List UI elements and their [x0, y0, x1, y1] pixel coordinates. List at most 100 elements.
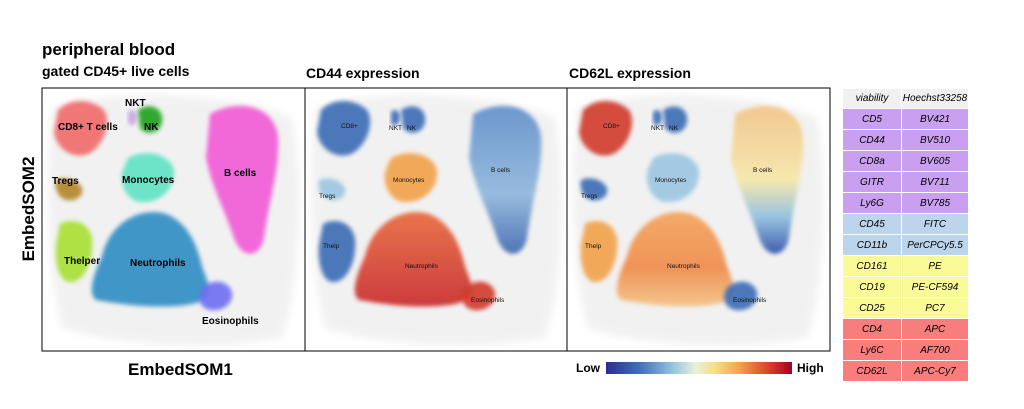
- expression-monocytes: [646, 153, 700, 203]
- cluster-label: Thelper: [64, 256, 100, 267]
- cluster-monocytes: [121, 153, 175, 203]
- panel-cd62l-points: CD8+ NKT NK Monocytes Tregs B cells Thelp Neutr…: [579, 100, 804, 311]
- cluster-thelper: [55, 220, 93, 283]
- cluster-label: Neutrophils: [405, 263, 439, 270]
- expression-cd8-: [579, 100, 633, 156]
- fluorochrome-cell: BV421: [901, 108, 969, 130]
- expression-monocytes: [384, 153, 438, 203]
- marker-cell: CD11b: [842, 234, 902, 256]
- table-row: CD19 PE-CF594: [842, 276, 969, 298]
- cluster-b-cells: [206, 105, 279, 254]
- fluorochrome-cell: PC7: [901, 297, 969, 319]
- fluorochrome-cell: BV711: [901, 171, 969, 193]
- table-header-marker: viability: [842, 88, 902, 109]
- table-row: CD5 BV421: [842, 108, 969, 130]
- panel-cd44-points: CD8+ NKT NK Monocytes Tregs B cells Thelp Neutr…: [317, 100, 542, 311]
- cluster-label: Tregs: [52, 176, 79, 187]
- marker-cell: Ly6C: [842, 339, 902, 361]
- cluster-neutrophils: [91, 212, 209, 307]
- expression-eosinophils: [724, 281, 758, 311]
- expression-nk: [401, 106, 426, 133]
- cluster-label: Thelp: [323, 243, 340, 250]
- marker-cell: CD5: [842, 108, 902, 130]
- cluster-label: Monocytes: [393, 177, 425, 184]
- cluster-label: Eosinophils: [733, 297, 767, 304]
- cluster-cd8-: [54, 100, 108, 156]
- expression-tregs: [318, 178, 346, 201]
- expression-thelper: [580, 220, 618, 283]
- fluorochrome-cell: APC-Cy7: [901, 360, 969, 382]
- table-row: CD8a BV605: [842, 150, 969, 172]
- table-row: CD161 PE: [842, 255, 969, 277]
- panel-clusters-points: NKT CD8+ T cells NK B cells Monocytes Tregs Th…: [52, 98, 279, 327]
- legend-high-label: High: [797, 361, 824, 375]
- marker-cell: CD62L: [842, 360, 902, 382]
- cluster-eosinophils: [199, 281, 233, 311]
- cluster-label: Thelp: [585, 243, 602, 250]
- table-row: Ly6C AF700: [842, 339, 969, 361]
- cluster-label: Monocytes: [122, 175, 175, 186]
- cluster-label: NK: [407, 125, 417, 132]
- table-row: CD25 PC7: [842, 297, 969, 319]
- cluster-label: Eosinophils: [471, 297, 505, 304]
- cluster-label: Tregs: [319, 193, 336, 200]
- cluster-label: NKT: [651, 125, 664, 132]
- cluster-label: NKT: [125, 98, 146, 109]
- fluorochrome-cell: AF700: [901, 339, 969, 361]
- cluster-label: CD8+: [603, 123, 620, 130]
- expression-tregs: [580, 178, 608, 201]
- marker-cell: CD161: [842, 255, 902, 277]
- fluorochrome-cell: BV605: [901, 150, 969, 172]
- cluster-label: B cells: [753, 167, 773, 174]
- table-row: CD44 BV510: [842, 129, 969, 151]
- cluster-label: CD8+ T cells: [58, 122, 118, 133]
- expression-cd8-: [317, 100, 371, 156]
- expression-neutrophils: [616, 212, 734, 307]
- fluorochrome-cell: APC: [901, 318, 969, 340]
- table-row: CD4 APC: [842, 318, 969, 340]
- fluorochrome-cell: FITC: [901, 213, 969, 235]
- expression-b-cells: [731, 105, 804, 254]
- panel-title-cd44: CD44 expression: [306, 65, 420, 81]
- cluster-nk: [138, 106, 163, 133]
- marker-cell: CD25: [842, 297, 902, 319]
- marker-cell: CD19: [842, 276, 902, 298]
- cluster-label: NK: [144, 122, 159, 133]
- x-axis-label: EmbedSOM1: [128, 360, 233, 379]
- cluster-label: CD8+: [341, 123, 358, 130]
- marker-cell: CD4: [842, 318, 902, 340]
- fluorochrome-cell: BV785: [901, 192, 969, 214]
- expression-thelper: [318, 220, 356, 283]
- cluster-nkt: [128, 110, 137, 126]
- panel-title-cd62l: CD62L expression: [569, 65, 691, 81]
- cluster-tregs: [55, 178, 83, 201]
- expression-nk: [663, 106, 688, 133]
- expression-colorbar: [606, 362, 792, 374]
- cluster-label: Eosinophils: [202, 316, 259, 327]
- fluorochrome-cell: PerCPCy5.5: [901, 234, 969, 256]
- expression-neutrophils: [354, 212, 472, 307]
- table-row: GITR BV711: [842, 171, 969, 193]
- expression-b-cells: [469, 105, 542, 254]
- fluorochrome-cell: PE-CF594: [901, 276, 969, 298]
- cluster-label: B cells: [224, 168, 257, 179]
- table-row: CD11b PerCPCy5.5: [842, 234, 969, 256]
- table-header-fluorochrome: Hoechst33258: [901, 88, 969, 109]
- fluorochrome-cell: PE: [901, 255, 969, 277]
- cluster-label: NK: [669, 125, 679, 132]
- cluster-label: Tregs: [581, 193, 598, 200]
- table-row: CD62L APC-Cy7: [842, 360, 969, 382]
- marker-cell: GITR: [842, 171, 902, 193]
- expression-nkt: [391, 110, 400, 126]
- cluster-label: NKT: [389, 125, 402, 132]
- legend-low-label: Low: [576, 361, 600, 375]
- table-header-row: viability Hoechst33258: [842, 88, 969, 109]
- cluster-label: Neutrophils: [667, 263, 701, 270]
- marker-cell: CD8a: [842, 150, 902, 172]
- expression-nkt: [653, 110, 662, 126]
- marker-cell: CD44: [842, 129, 902, 151]
- marker-fluorochrome-table: viability Hoechst33258 CD5 BV421 CD44 BV510…: [842, 88, 969, 382]
- table-row: Ly6G BV785: [842, 192, 969, 214]
- marker-cell: CD45: [842, 213, 902, 235]
- table-row: CD45 FITC: [842, 213, 969, 235]
